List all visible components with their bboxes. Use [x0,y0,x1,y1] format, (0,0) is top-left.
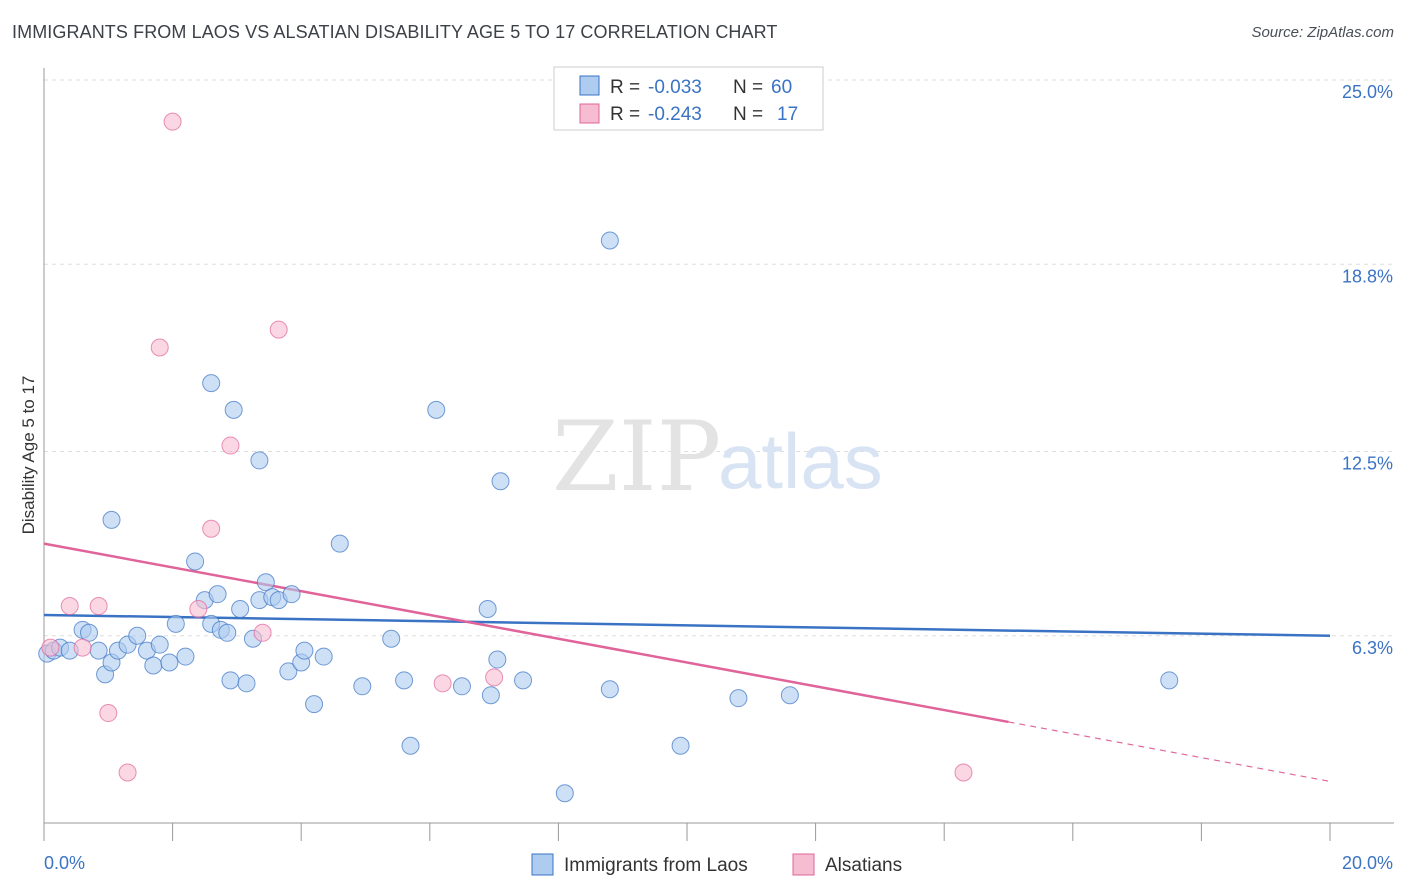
stats-n-value-laos: 60 [771,77,792,98]
stats-box: R = -0.033 N = 60 R = -0.243 N = 17 [553,66,824,131]
laos-point [305,695,324,714]
laos-point [128,626,147,645]
alsatian-point [41,638,60,657]
x-tick-label-min: 0.0% [44,853,85,873]
laos-point [150,635,169,654]
laos-point [208,585,227,604]
laos-point [224,400,243,419]
laos-point [401,736,420,755]
stats-swatch-laos [579,75,600,96]
laos-point [282,585,301,604]
laos-point [395,671,414,690]
y-tick-label: 18.8% [1342,266,1393,286]
legend-label-alsatians: Alsatians [825,855,902,876]
alsatian-point [189,600,208,619]
laos-point [488,650,507,669]
alsatian-point [954,763,973,782]
y-tick-label: 12.5% [1342,454,1393,474]
laos-point [427,400,446,419]
laos-point [295,641,314,660]
alsatian-point [73,638,92,657]
laos-point [382,629,401,648]
alsatian-point [269,320,288,339]
legend-label-laos: Immigrants from Laos [564,855,748,876]
alsatian-point [433,674,452,693]
laos-point [481,686,500,705]
laos-point [514,671,533,690]
laos-point [279,662,298,681]
laos-point [202,374,221,393]
laos-point [166,614,185,633]
alsatian-point [253,623,272,642]
alsatian-point [118,763,137,782]
watermark-atlas: atlas [718,417,883,505]
y-tick-label: 6.3% [1352,638,1393,658]
laos-point [478,600,497,619]
laos-point [218,623,237,642]
trend-lines [43,542,1331,782]
watermark: ZIP atlas [552,401,883,513]
alsatian-point [60,597,79,616]
laos-point [231,600,250,619]
laos-point [160,653,179,672]
alsatian-point [221,436,240,455]
laos-point [221,671,240,690]
laos-point [330,534,349,553]
legend-swatch-alsatians [792,853,815,876]
alsatian-point [485,668,504,687]
laos-point [176,647,195,666]
laos-point [256,573,275,592]
grid-lines [44,79,1394,637]
alsatian-point [163,112,182,131]
laos-point [729,689,748,708]
laos-point [353,677,372,696]
stats-n-value-alsatians: 17 [777,104,798,125]
laos-point [491,472,510,491]
stats-n-label-laos: N = [733,77,763,98]
alsatian-point [99,704,118,723]
stats-r-value-laos: -0.033 [648,77,702,98]
laos-point [314,647,333,666]
watermark-zip: ZIP [552,401,721,513]
x-tick-label-max: 20.0% [1342,853,1393,873]
laos-point [250,451,269,470]
y-axis-label: Disability Age 5 to 17 [19,376,38,535]
laos-point [89,641,108,660]
laos-point [600,680,619,699]
laos-point [144,656,163,675]
stats-n-label-alsatians: N = [733,104,763,125]
y-tick-labels: 6.3% 12.5% 18.8% 25.0% [1342,82,1393,658]
alsatian-point [89,597,108,616]
axes [43,68,1394,841]
laos-point [452,677,471,696]
laos-point [780,686,799,705]
laos-point [102,510,121,529]
laos-point [80,623,99,642]
stats-r-label-alsatians: R = [610,104,640,125]
chart-title: IMMIGRANTS FROM LAOS VS ALSATIAN DISABIL… [12,22,778,42]
alsatian-trend-line [43,542,1009,724]
laos-point [1160,671,1179,690]
laos-trend-line [43,613,1331,638]
legend-swatch-laos [531,853,554,876]
stats-r-value-alsatians: -0.243 [648,104,702,125]
y-tick-label: 25.0% [1342,82,1393,102]
laos-point [186,552,205,571]
laos-point [555,784,574,803]
alsatian-point [202,519,221,538]
alsatian-point [150,338,169,357]
legend: Immigrants from Laos Alsatians [531,853,902,876]
laos-point [671,736,690,755]
laos-point [600,231,619,250]
laos-point [237,674,256,693]
stats-swatch-alsatians [579,103,600,124]
stats-r-label-laos: R = [610,77,640,98]
source-label: Source: ZipAtlas.com [1251,24,1394,41]
alsatian-trend-extension [1008,721,1331,782]
data-points [38,112,1179,803]
